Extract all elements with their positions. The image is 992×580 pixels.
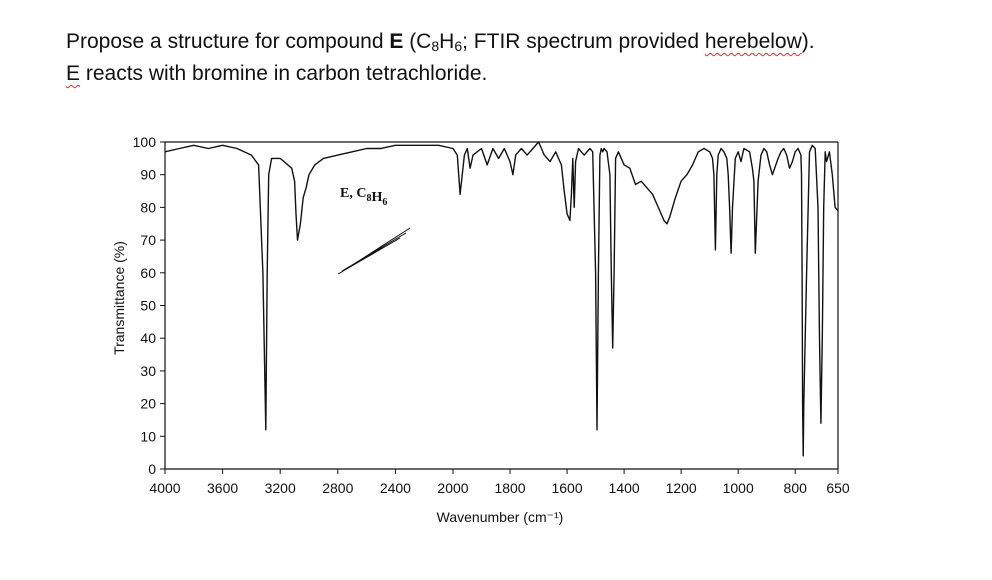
y-tick-label: 70 xyxy=(140,232,156,248)
y-tick-label: 50 xyxy=(140,298,156,314)
y-tick-label: 20 xyxy=(140,396,156,412)
x-tick-label: 2400 xyxy=(380,480,411,496)
y-tick-label: 80 xyxy=(140,199,156,215)
x-tick-label: 3600 xyxy=(207,480,238,496)
x-tick-label: 3200 xyxy=(265,480,296,496)
formula-subscript: 6 xyxy=(454,38,463,54)
y-tick-label: 10 xyxy=(140,428,156,444)
annotation xyxy=(337,227,411,275)
spectrum-line xyxy=(164,141,839,457)
y-tick-label: 30 xyxy=(140,363,156,379)
x-tick-label: 4000 xyxy=(149,480,180,496)
y-tick-label: 90 xyxy=(140,167,156,183)
pen-stroke-annotation xyxy=(337,227,411,275)
x-tick-label: 2000 xyxy=(437,480,468,496)
x-tick-label: 2800 xyxy=(322,480,353,496)
question-line-1: Propose a structure for compound E (C8H6… xyxy=(66,28,815,60)
x-tick-label: 1600 xyxy=(551,480,582,496)
x-tick-label: 1000 xyxy=(723,480,754,496)
plot-frame xyxy=(164,141,839,470)
x-tick-label: 1800 xyxy=(494,480,525,496)
x-tick-label: 1400 xyxy=(609,480,640,496)
question-line-2: E reacts with bromine in carbon tetrachl… xyxy=(66,60,815,88)
question-text-part: Propose a structure for compound xyxy=(66,30,390,53)
x-tick-label: 1200 xyxy=(666,480,697,496)
question-text-part: reacts with bromine in carbon tetrachlor… xyxy=(80,62,488,85)
question-text-part: (C xyxy=(403,30,432,53)
question-text-part: H xyxy=(439,30,455,53)
x-axis-label: Wavenumber (cm⁻¹) xyxy=(437,509,564,525)
spellcheck-flagged-word[interactable]: E xyxy=(66,62,81,85)
y-tick-label: 40 xyxy=(140,330,156,346)
y-tick-label: 0 xyxy=(148,461,156,477)
compound-label: E xyxy=(389,30,404,53)
axis-ticks: 0 10 20 30 40 50 60 70 80 90 100 4000 3600 3200 2800 24… xyxy=(133,134,850,496)
question-text-part: ). xyxy=(801,30,815,53)
spellcheck-flagged-word[interactable]: herebelow xyxy=(704,30,802,53)
y-tick-label: 100 xyxy=(133,134,157,150)
question-text: Propose a structure for compound E (C8H6… xyxy=(66,28,815,88)
y-tick-label: 60 xyxy=(140,265,156,281)
formula-subscript: 8 xyxy=(431,38,440,54)
x-tick-label: 650 xyxy=(826,480,850,496)
spectrum-series xyxy=(164,141,839,457)
x-tick-label: 800 xyxy=(784,480,808,496)
y-axis-label: Transmittance (%) xyxy=(111,241,127,355)
chart-title: E, C8H6 xyxy=(340,186,387,208)
question-text-part: ; FTIR spectrum provided xyxy=(462,30,705,53)
